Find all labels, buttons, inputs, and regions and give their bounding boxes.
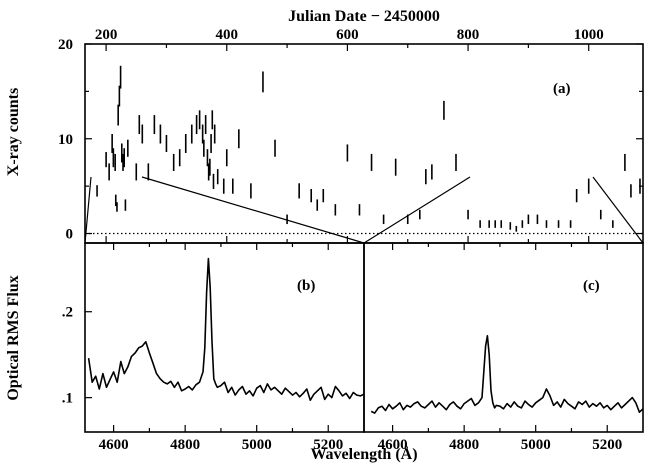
y-tick-label: 20	[58, 37, 73, 53]
x-axis-title: Wavelength (Å)	[310, 445, 417, 463]
spectrum-line-c	[370, 335, 644, 414]
panel-b-frame	[84, 242, 365, 433]
top-tick-label: 600	[336, 27, 359, 43]
x-tick-label: 5000	[242, 437, 272, 453]
panel-a-y-axis-title: X-ray counts	[5, 88, 22, 176]
xray-points	[96, 65, 641, 232]
x-tick-label: 4600	[378, 437, 408, 453]
panel-a-label: (a)	[553, 81, 571, 97]
top-tick-label: 400	[216, 27, 239, 43]
panel-c-frame	[363, 242, 644, 433]
x-tick-label: 5200	[592, 437, 622, 453]
top-tick-label: 200	[95, 27, 118, 43]
panel-a: 200 400 600 800 1000 0 10 20 (a) Julian Date − …	[5, 8, 644, 244]
panel-c-label: (c)	[583, 278, 600, 294]
top-tick-label: 800	[457, 27, 480, 43]
zoom-connectors	[84, 176, 644, 244]
y-tick-label: .2	[62, 305, 73, 321]
panel-b-y-axis-title: Optical RMS Flux	[5, 275, 22, 400]
y-tick-label: .1	[62, 391, 73, 407]
panel-c-ticks: 4600 4800 5000 5200	[378, 243, 622, 453]
x-tick-label: 4800	[170, 437, 200, 453]
top-tick-label: 1000	[574, 27, 604, 43]
top-axis-title: Julian Date − 2450000	[288, 8, 440, 25]
x-tick-label: 4600	[99, 437, 129, 453]
connector-line	[592, 176, 644, 244]
panel-a-ticks: 200 400 600 800 1000 0 10 20	[58, 27, 643, 243]
panel-a-frame	[84, 43, 644, 244]
y-tick-label: 10	[58, 132, 73, 148]
connector-line	[363, 176, 471, 244]
connector-line	[84, 176, 92, 244]
panel-c: 4600 4800 5000 5200 (c)	[363, 242, 644, 453]
connector-line	[141, 176, 365, 244]
panel-b-ticks: 4600 4800 5000 5200 .1 .2	[62, 243, 343, 453]
x-tick-label: 5000	[521, 437, 551, 453]
y-tick-label: 0	[66, 227, 74, 243]
spectrum-line-b	[87, 257, 365, 401]
x-tick-label: 4800	[449, 437, 479, 453]
panel-b-label: (b)	[297, 278, 315, 294]
x-tick-label: 5200	[313, 437, 343, 453]
panel-b: 4600 4800 5000 5200 .1 .2 (b) Optical RMS Flu…	[5, 242, 365, 453]
